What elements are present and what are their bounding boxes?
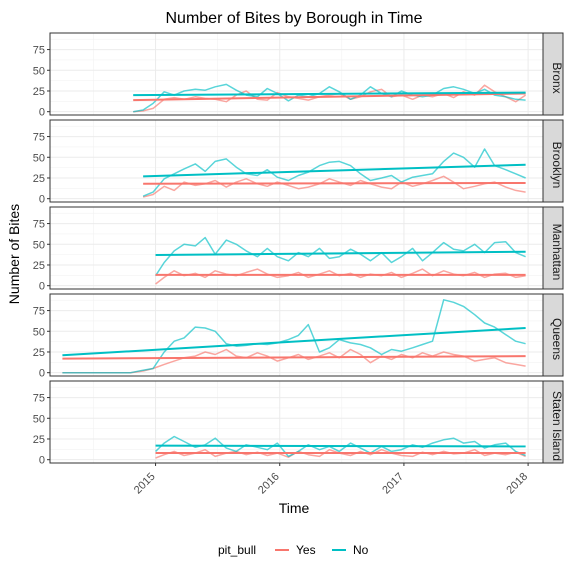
- facet-panel: 0 25 50 75 Queens: [33, 293, 564, 380]
- y-tick-label: 50: [33, 65, 45, 77]
- y-tick-label: 0: [39, 107, 45, 119]
- legend-label-yes: Yes: [296, 543, 316, 557]
- y-tick-label: 75: [33, 393, 45, 405]
- facet-strip-label: Brooklyn: [550, 142, 564, 189]
- y-tick-label: 25: [33, 173, 45, 185]
- y-tick-label: 25: [33, 260, 45, 272]
- legend-label-no: No: [353, 543, 369, 557]
- x-axis-label: Time: [279, 500, 310, 516]
- trend-line-no: [133, 91, 526, 97]
- facet-strip-label: Staten Island: [550, 391, 564, 461]
- x-tick-label: 2018: [504, 471, 530, 497]
- facet-panel: 0 25 50 75 Manhattan: [33, 206, 564, 293]
- trend-line-no: [143, 163, 526, 178]
- facet-strip: [542, 380, 564, 464]
- x-tick-label: 2016: [256, 471, 282, 497]
- panel-background: [50, 33, 543, 115]
- series-line-no: [133, 83, 526, 113]
- y-tick-label: 75: [33, 219, 45, 231]
- y-axis-label: Number of Bites: [6, 204, 22, 304]
- y-tick-label: 25: [33, 86, 45, 98]
- y-tick-label: 0: [39, 368, 45, 380]
- y-tick-label: 0: [39, 281, 45, 293]
- trend-line-no: [62, 326, 526, 357]
- facet-panels: 0 25 50 75 Bronx 0 25 50 75 Brooklyn 0 25 50 75 Manhat…: [33, 32, 564, 467]
- facet-panel: 0 25 50 75 Staten Island: [33, 380, 564, 467]
- facet-strip-label: Bronx: [550, 62, 564, 93]
- x-tick-label: 2015: [132, 471, 158, 497]
- y-tick-label: 50: [33, 326, 45, 338]
- trend-line-yes: [143, 181, 526, 185]
- y-tick-label: 50: [33, 239, 45, 251]
- x-axis: 2015 2016 2017 2018: [132, 463, 530, 496]
- legend: pit_bull Yes No: [218, 543, 369, 557]
- trend-line-no: [155, 250, 526, 257]
- y-tick-label: 25: [33, 434, 45, 446]
- facet-strip-label: Manhattan: [550, 224, 564, 281]
- y-tick-label: 0: [39, 194, 45, 206]
- chart-title: Number of Bites by Borough in Time: [165, 10, 422, 27]
- trend-line-no: [155, 444, 526, 448]
- y-tick-label: 75: [33, 45, 45, 57]
- facet-strip: [542, 32, 564, 116]
- x-tick-label: 2017: [380, 471, 406, 497]
- series-line-no: [155, 435, 526, 458]
- panel-background: [50, 120, 543, 202]
- y-tick-label: 75: [33, 132, 45, 144]
- facet-strip: [542, 293, 564, 377]
- facet-strip: [542, 119, 564, 203]
- facet-strip: [542, 206, 564, 290]
- facet-panel: 0 25 50 75 Bronx: [33, 32, 564, 119]
- panel-background: [50, 294, 543, 376]
- trend-line-yes: [133, 92, 526, 102]
- series-line-no: [142, 148, 526, 197]
- series-line-no: [62, 299, 526, 374]
- trend-line-yes: [62, 355, 526, 360]
- facet-panel: 0 25 50 75 Brooklyn: [33, 119, 564, 206]
- y-tick-label: 25: [33, 347, 45, 359]
- y-tick-label: 50: [33, 152, 45, 164]
- facet-strip-label: Queens: [550, 318, 564, 360]
- y-tick-label: 75: [33, 306, 45, 318]
- legend-title: pit_bull: [218, 543, 256, 557]
- y-tick-label: 50: [33, 413, 45, 425]
- y-tick-label: 0: [39, 455, 45, 467]
